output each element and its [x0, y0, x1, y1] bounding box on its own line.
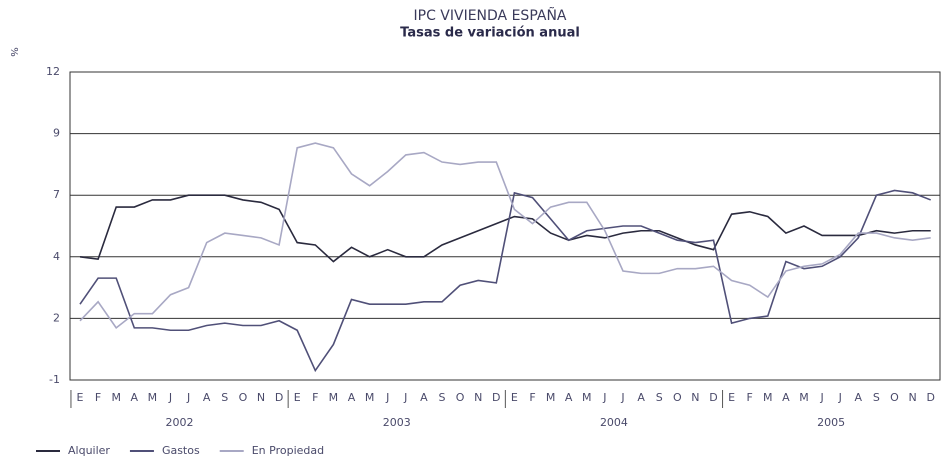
y-tick-label: 4 [53, 250, 60, 263]
x-tick-label: J [819, 391, 823, 404]
x-tick-label: A [565, 391, 573, 404]
x-tick-label: A [348, 391, 356, 404]
x-tick-label: S [439, 391, 446, 404]
x-tick-label: J [403, 391, 407, 404]
x-tick-label: N [474, 391, 482, 404]
x-tick-label: O [456, 391, 465, 404]
x-tick-label: E [511, 391, 518, 404]
x-tick-label: J [186, 391, 190, 404]
series-line [79, 194, 931, 263]
x-tick-label: A [420, 391, 428, 404]
x-tick-label: D [709, 391, 717, 404]
x-tick-label: S [656, 391, 663, 404]
year-label: 2004 [600, 416, 628, 429]
chart-subtitle: Tasas de variación anual [400, 26, 580, 41]
y-tick-label: 7 [53, 188, 60, 201]
x-tick-label: A [637, 391, 645, 404]
x-tick-label: E [77, 391, 84, 404]
x-tick-label: N [908, 391, 916, 404]
x-tick-label: A [782, 391, 790, 404]
x-tick-label: O [890, 391, 899, 404]
legend-label: En Propiedad [252, 444, 324, 457]
x-tick-label: E [728, 391, 735, 404]
x-tick-label: F [312, 391, 318, 404]
x-tick-label: J [385, 391, 389, 404]
x-tick-label: A [203, 391, 211, 404]
x-tick-label: S [221, 391, 228, 404]
x-tick-label: O [673, 391, 682, 404]
chart-title: IPC VIVIENDA ESPAÑA [414, 7, 567, 24]
series-line [79, 189, 931, 373]
x-tick-label: M [546, 391, 556, 404]
x-tick-label: N [257, 391, 265, 404]
x-tick-label: A [855, 391, 863, 404]
y-axis-label: % [8, 47, 19, 57]
x-tick-label: M [365, 391, 375, 404]
x-tick-label: O [239, 391, 248, 404]
x-tick-label: M [763, 391, 773, 404]
x-tick-label: N [691, 391, 699, 404]
x-tick-label: J [168, 391, 172, 404]
x-tick-label: J [838, 391, 842, 404]
x-tick-label: M [582, 391, 592, 404]
year-label: 2005 [817, 416, 845, 429]
year-label: 2002 [166, 416, 194, 429]
x-tick-label: F [529, 391, 535, 404]
x-tick-label: M [148, 391, 158, 404]
x-tick-label: A [131, 391, 139, 404]
x-tick-label: D [926, 391, 934, 404]
x-tick-label: J [602, 391, 606, 404]
legend-label: Alquiler [68, 444, 110, 457]
x-tick-label: F [95, 391, 101, 404]
x-tick-label: D [275, 391, 283, 404]
plot-frame [69, 71, 941, 381]
series-line [79, 142, 931, 330]
x-tick-label: M [799, 391, 809, 404]
x-tick-label: J [620, 391, 624, 404]
legend-label: Gastos [162, 444, 200, 457]
x-tick-label: M [111, 391, 121, 404]
x-tick-label: F [747, 391, 753, 404]
y-tick-label: -1 [49, 373, 60, 386]
y-tick-label: 9 [53, 127, 60, 140]
x-tick-label: E [294, 391, 301, 404]
x-tick-label: S [873, 391, 880, 404]
x-tick-label: D [492, 391, 500, 404]
year-label: 2003 [383, 416, 411, 429]
y-tick-label: 2 [53, 311, 60, 324]
y-tick-label: 12 [46, 65, 60, 78]
x-tick-label: M [329, 391, 339, 404]
